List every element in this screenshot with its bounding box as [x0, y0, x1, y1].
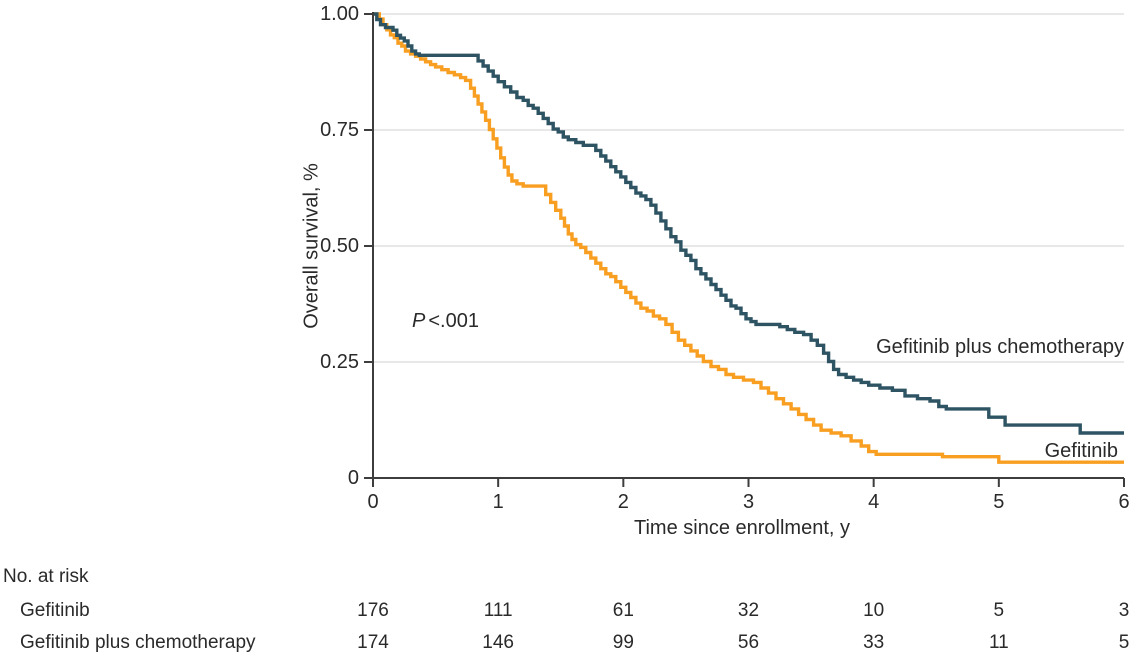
- risk-count: 61: [612, 600, 634, 621]
- curve-label-gefitinib: Gefitinib: [1044, 440, 1118, 462]
- p-value-symbol: P: [412, 310, 426, 332]
- p-value-annotation: P <.001: [412, 310, 479, 333]
- x-tick-label: 5: [993, 491, 1005, 513]
- risk-count: 174: [357, 632, 389, 653]
- y-tick-label: 0.25: [320, 351, 359, 373]
- p-value-text: <.001: [428, 310, 479, 332]
- y-tick-label: 0: [347, 467, 359, 489]
- risk-count: 56: [737, 632, 760, 653]
- risk-count: 176: [357, 600, 389, 621]
- risk-count: 32: [737, 600, 760, 621]
- y-tick-label: 0.50: [320, 235, 359, 257]
- y-tick-label: 1.00: [320, 3, 359, 25]
- risk-count: 33: [863, 632, 885, 653]
- x-tick-label: 1: [492, 491, 504, 513]
- x-tick-label: 2: [617, 491, 629, 513]
- risk-count: 10: [863, 600, 885, 621]
- risk-table-header: No. at risk: [3, 566, 89, 587]
- risk-count: 11: [988, 632, 1009, 653]
- risk-count: 99: [612, 632, 634, 653]
- curve-label-gefitinib-plus-chemotherapy: Gefitinib plus chemotherapy: [876, 336, 1124, 358]
- risk-count: 3: [1118, 600, 1130, 621]
- risk-count: 5: [993, 600, 1005, 621]
- x-tick-label: 6: [1118, 491, 1130, 513]
- risk-row-label: Gefitinib plus chemotherapy: [20, 632, 256, 653]
- risk-count: 5: [1118, 632, 1130, 653]
- risk-row-label: Gefitinib: [20, 600, 90, 621]
- risk-count: 146: [482, 632, 514, 653]
- x-tick-label: 4: [868, 491, 880, 513]
- risk-row-gefitinib: Gefitinib 176 111 61 32 10 5 3: [0, 600, 1147, 624]
- risk-row-gefitinib-plus-chemotherapy: Gefitinib plus chemotherapy 174 146 99 5…: [0, 632, 1147, 656]
- x-tick-label: 3: [742, 491, 755, 513]
- risk-count: 111: [483, 600, 513, 621]
- y-tick-label: 0.75: [320, 119, 359, 141]
- x-tick-label: 0: [367, 491, 379, 513]
- x-axis-title: Time since enrollment, y: [634, 517, 850, 539]
